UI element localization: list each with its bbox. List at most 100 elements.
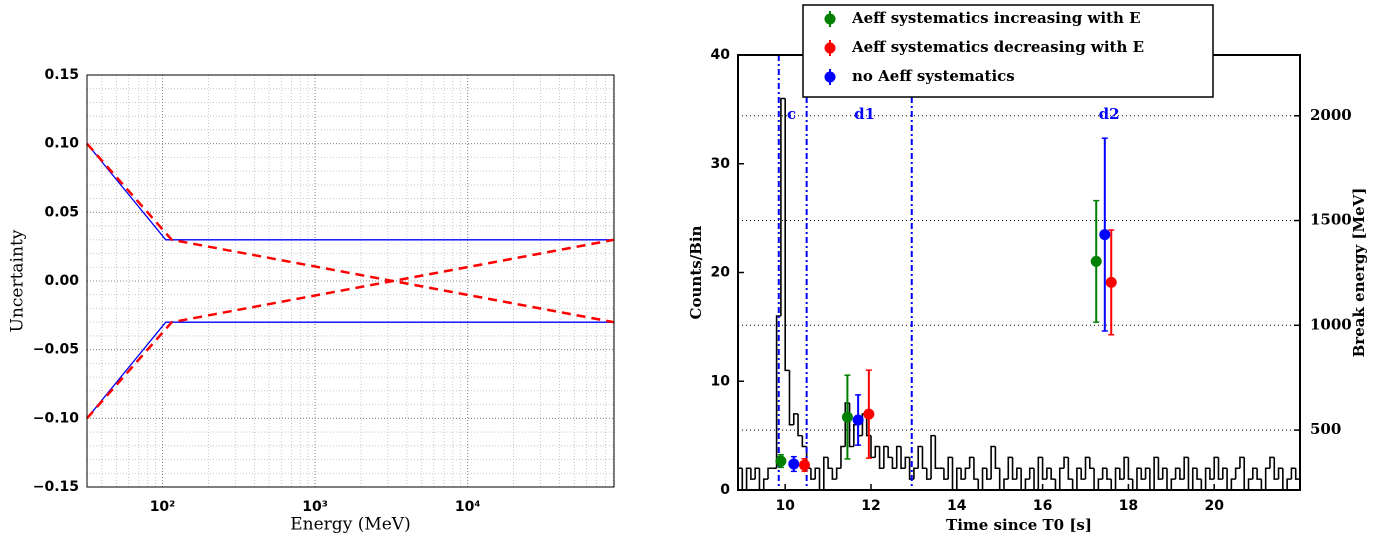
y2-tick-label: 500: [1310, 420, 1341, 438]
histogram-step: [1196, 468, 1202, 480]
histogram-step: [1011, 457, 1017, 480]
plot-frame: [86, 74, 615, 488]
y-tick-label: 0: [720, 482, 730, 498]
histogram-step: [814, 467, 820, 480]
histogram-step: [840, 445, 846, 469]
legend-marker: [824, 42, 836, 54]
histogram-step: [810, 468, 816, 480]
histogram-step: [1294, 468, 1300, 480]
histogram-step: [960, 468, 966, 480]
histogram-step: [823, 456, 829, 490]
data-point: [1090, 255, 1102, 267]
histogram-step: [955, 467, 962, 490]
histogram-step: [780, 97, 786, 316]
histogram-step: [1213, 456, 1219, 480]
x-tick-label: 18: [1119, 498, 1138, 514]
histogram-step: [831, 468, 837, 480]
legend: Aeff systematics increasing with E Aeff s…: [802, 4, 1214, 98]
histogram-step: [1264, 467, 1270, 490]
histogram-step: [870, 435, 876, 459]
interval-label: d2: [1099, 105, 1120, 123]
x-tick-label: 20: [1204, 498, 1224, 514]
histogram-step: [891, 457, 897, 470]
histogram-step: [930, 434, 936, 480]
x-tick-label: 10²: [150, 499, 176, 515]
histogram-step: [1234, 467, 1240, 480]
line-series: [86, 143, 614, 241]
x-tick-label: 12: [861, 498, 880, 514]
histogram-step: [1217, 457, 1223, 480]
y-tick-label: −0.10: [33, 410, 80, 426]
histogram-step: [1123, 456, 1129, 480]
histogram-step: [1007, 456, 1013, 480]
histogram-step: [1058, 467, 1065, 490]
legend-box: [802, 4, 1214, 98]
histogram-step: [788, 370, 794, 426]
line-series: [86, 238, 615, 420]
histogram-step: [947, 456, 953, 480]
histogram-step: [1046, 467, 1052, 480]
histogram-step: [835, 467, 841, 480]
legend-label: Aeff systematics decreasing with E: [851, 38, 1144, 56]
y2-tick-label: 1000: [1310, 315, 1352, 333]
histogram-step: [1221, 467, 1228, 480]
histogram-step: [1050, 468, 1056, 480]
histogram-step: [827, 457, 833, 470]
histogram-step: [1286, 478, 1292, 490]
y2-tick-label: 2000: [1310, 106, 1352, 124]
data-point: [788, 458, 800, 470]
histogram-step: [943, 468, 949, 480]
histogram-step: [1028, 467, 1035, 480]
data-point: [863, 408, 875, 420]
y-tick-label: 30: [711, 156, 731, 172]
histogram-step: [1183, 456, 1189, 480]
y2-tick-label: 1500: [1310, 211, 1352, 229]
histogram-step: [801, 435, 807, 448]
histogram-step: [1277, 467, 1283, 480]
histogram-step: [767, 467, 773, 480]
histogram-step: [1037, 456, 1043, 490]
y-tick-label: −0.05: [33, 342, 79, 358]
histogram-step: [1041, 457, 1047, 480]
histogram-step: [964, 467, 970, 480]
histogram-step: [883, 445, 889, 469]
legend-marker: [824, 13, 836, 25]
histogram-step: [1080, 468, 1086, 480]
y-tick-label: 40: [711, 47, 731, 63]
histogram-step: [1127, 457, 1133, 480]
data-point: [1099, 229, 1111, 241]
legend-label: no Aeff systematics: [852, 67, 1015, 85]
line-series: [86, 321, 614, 419]
histogram-step: [1067, 457, 1073, 480]
histogram-step: [1016, 467, 1022, 480]
histogram-step: [934, 435, 940, 470]
histogram-step: [1101, 467, 1107, 480]
interval-label: d1: [854, 105, 875, 123]
histogram-step: [797, 413, 803, 437]
histogram-step: [1097, 478, 1103, 490]
legend-marker: [824, 71, 836, 83]
y-tick-label: 0.05: [44, 204, 79, 220]
histogram-step: [917, 445, 923, 469]
histogram-step: [990, 445, 996, 480]
y-tick-label: 0.10: [44, 136, 79, 152]
histogram-step: [1252, 467, 1258, 480]
data-point: [852, 414, 864, 426]
y-tick-label: 10: [711, 373, 731, 389]
histogram-step: [921, 446, 927, 470]
histogram-step: [900, 446, 906, 470]
histogram-step: [754, 467, 760, 480]
y-tick-label: −0.15: [33, 479, 79, 495]
histogram-step: [1024, 478, 1030, 490]
histogram-step: [1256, 468, 1262, 480]
histogram-step: [973, 457, 979, 480]
data-point: [775, 455, 787, 467]
histogram-step: [1170, 478, 1176, 490]
histogram-step: [1247, 478, 1253, 490]
histogram-step: [1106, 468, 1112, 480]
x-tick-label: 10³: [302, 499, 328, 515]
histogram-step: [1179, 468, 1185, 480]
histogram-step: [913, 467, 919, 480]
histogram-step: [792, 413, 799, 425]
